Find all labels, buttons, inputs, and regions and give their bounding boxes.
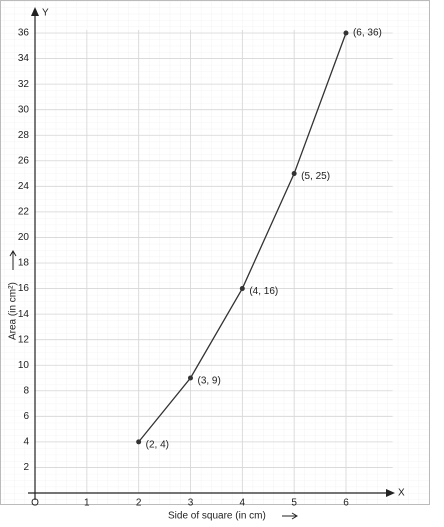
- y-tick-label: 14: [18, 309, 30, 320]
- y-arrow: [31, 7, 39, 16]
- point-label: (4, 16): [249, 286, 278, 297]
- y-tick-label: 26: [18, 155, 30, 166]
- y-tick-label: 6: [23, 411, 29, 422]
- point: [239, 286, 245, 292]
- y-tick-label: 2: [23, 462, 29, 473]
- point-label: (6, 36): [353, 28, 382, 39]
- y-axis-name: Y: [42, 8, 49, 19]
- x-tick-label: 1: [84, 498, 90, 509]
- x-tick-label: O: [31, 498, 39, 509]
- point: [136, 439, 142, 445]
- graph-paper: [0, 0, 430, 505]
- x-axis-name: X: [398, 488, 405, 499]
- y-tick-label: 32: [18, 79, 30, 90]
- y-label-arrow: [9, 250, 17, 270]
- y-tick-label: 16: [18, 283, 30, 294]
- point-label: (5, 25): [301, 171, 330, 182]
- point-label: (3, 9): [197, 376, 220, 387]
- y-axis-label: Area (in cm²): [8, 282, 19, 340]
- x-tick-label: 4: [240, 498, 246, 509]
- frame: [0, 0, 430, 505]
- y-tick-label: 28: [18, 130, 30, 141]
- point: [291, 171, 297, 177]
- point: [187, 375, 193, 381]
- y-tick-label: 30: [18, 104, 30, 115]
- y-tick-label: 34: [18, 53, 30, 64]
- x-label-arrow: [282, 512, 298, 520]
- y-tick-label: 8: [23, 385, 29, 396]
- y-tick-label: 20: [18, 232, 30, 243]
- point: [343, 30, 349, 36]
- y-tick-label: 10: [18, 360, 30, 371]
- y-tick-label: 22: [18, 207, 30, 218]
- y-tick-label: 36: [18, 28, 30, 39]
- x-tick-label: 6: [343, 498, 349, 509]
- y-tick-label: 18: [18, 258, 30, 269]
- x-arrow: [386, 489, 395, 497]
- x-tick-label: 5: [291, 498, 297, 509]
- point-label: (2, 4): [146, 440, 169, 451]
- y-tick-label: 4: [23, 437, 29, 448]
- x-axis-label: Side of square (in cm): [168, 511, 266, 522]
- x-tick-label: 2: [136, 498, 142, 509]
- x-tick-label: 3: [188, 498, 194, 509]
- y-tick-label: 12: [18, 334, 30, 345]
- y-tick-label: 24: [18, 181, 30, 192]
